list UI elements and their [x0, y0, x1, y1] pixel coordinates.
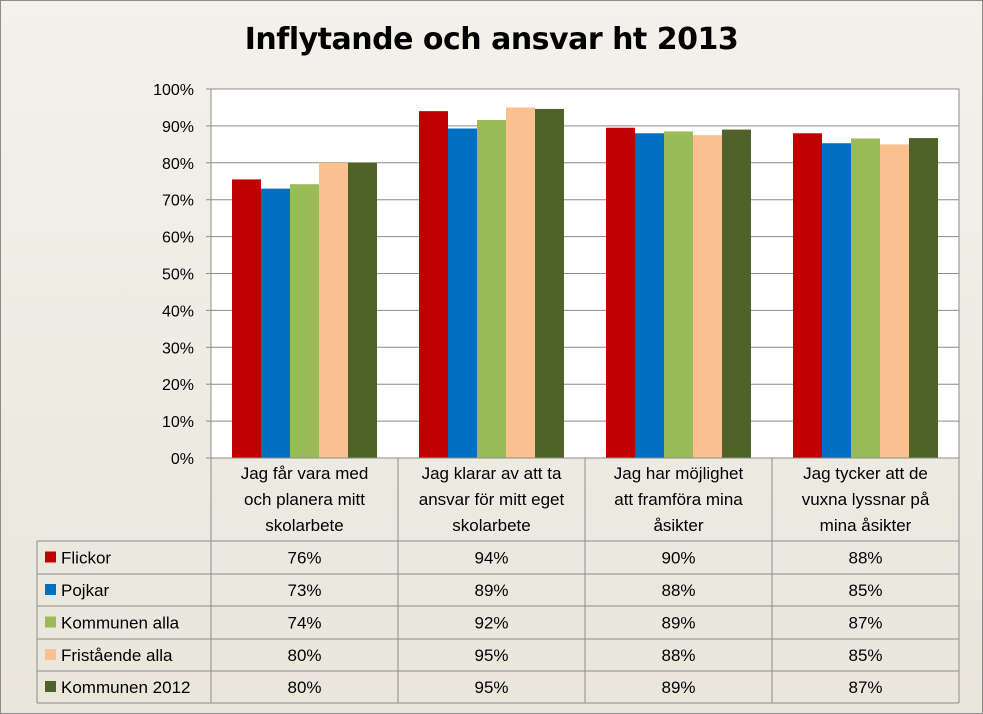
chart-title: Inflytande och ansvar ht 2013	[244, 22, 739, 57]
bar	[693, 135, 722, 458]
bar	[635, 133, 664, 458]
y-tick-label: 100%	[153, 82, 194, 99]
bar	[880, 144, 909, 458]
y-tick-label: 0%	[171, 451, 194, 468]
category-label: och planera mitt	[244, 490, 365, 509]
bar	[290, 184, 319, 458]
data-label: 76%	[287, 549, 321, 568]
bar	[448, 128, 477, 458]
category-label: Jag tycker att de	[803, 464, 928, 483]
y-tick-label: 70%	[162, 193, 194, 210]
bar	[535, 108, 564, 459]
data-label: 88%	[661, 646, 695, 665]
data-label: 92%	[474, 614, 508, 633]
data-label: 74%	[287, 614, 321, 633]
bar	[419, 111, 448, 458]
bar	[606, 127, 635, 459]
legend-label: Flickor	[61, 549, 111, 568]
category-label: mina åsikter	[820, 516, 912, 535]
category-label: skolarbete	[452, 516, 530, 535]
bar	[909, 138, 938, 458]
data-label: 90%	[661, 549, 695, 568]
bar	[348, 162, 377, 459]
y-tick-label: 80%	[162, 156, 194, 173]
y-tick-label: 60%	[162, 230, 194, 247]
data-label: 94%	[474, 549, 508, 568]
data-label: 95%	[474, 678, 508, 697]
data-label: 73%	[287, 581, 321, 600]
y-tick-label: 90%	[162, 119, 194, 136]
category-label: Jag har möjlighet	[614, 464, 744, 483]
data-label: 89%	[661, 614, 695, 633]
bar	[319, 162, 348, 459]
bar	[477, 119, 506, 458]
data-label: 80%	[287, 678, 321, 697]
bar	[506, 107, 535, 458]
y-tick-label: 50%	[162, 267, 194, 284]
bar	[261, 188, 290, 458]
legend-key	[45, 584, 56, 595]
category-label: Jag får vara med	[241, 464, 369, 483]
category-label: Jag klarar av att ta	[422, 464, 562, 483]
legend-label: Kommunen alla	[61, 614, 180, 633]
data-label: 89%	[474, 581, 508, 600]
y-tick-label: 30%	[162, 340, 194, 357]
legend-label: Pojkar	[61, 581, 110, 600]
bar	[232, 179, 261, 458]
y-tick-label: 40%	[162, 303, 194, 320]
legend-key	[45, 616, 56, 628]
bar	[722, 129, 751, 458]
legend-key	[45, 649, 56, 660]
data-label: 85%	[848, 646, 882, 665]
data-label: 88%	[848, 549, 882, 568]
data-label: 87%	[848, 614, 882, 633]
data-label: 87%	[848, 678, 882, 697]
bar	[664, 131, 693, 458]
category-label: skolarbete	[265, 516, 343, 535]
category-label: vuxna lyssnar på	[802, 490, 930, 509]
category-label: att framföra mina	[614, 490, 743, 509]
y-tick-label: 10%	[162, 414, 194, 431]
bar	[851, 138, 880, 459]
data-label: 88%	[661, 581, 695, 600]
legend-key	[45, 681, 56, 692]
bar	[822, 143, 851, 459]
legend-label: Fristående alla	[61, 646, 173, 665]
data-label: 85%	[848, 581, 882, 600]
category-label: ansvar för mitt eget	[419, 490, 565, 509]
data-label: 89%	[661, 678, 695, 697]
data-label: 95%	[474, 646, 508, 665]
y-tick-label: 20%	[162, 377, 194, 394]
bar	[793, 133, 822, 458]
legend-key	[45, 551, 56, 563]
data-label: 80%	[287, 646, 321, 665]
legend-label: Kommunen 2012	[61, 678, 190, 697]
category-label: åsikter	[653, 516, 703, 535]
